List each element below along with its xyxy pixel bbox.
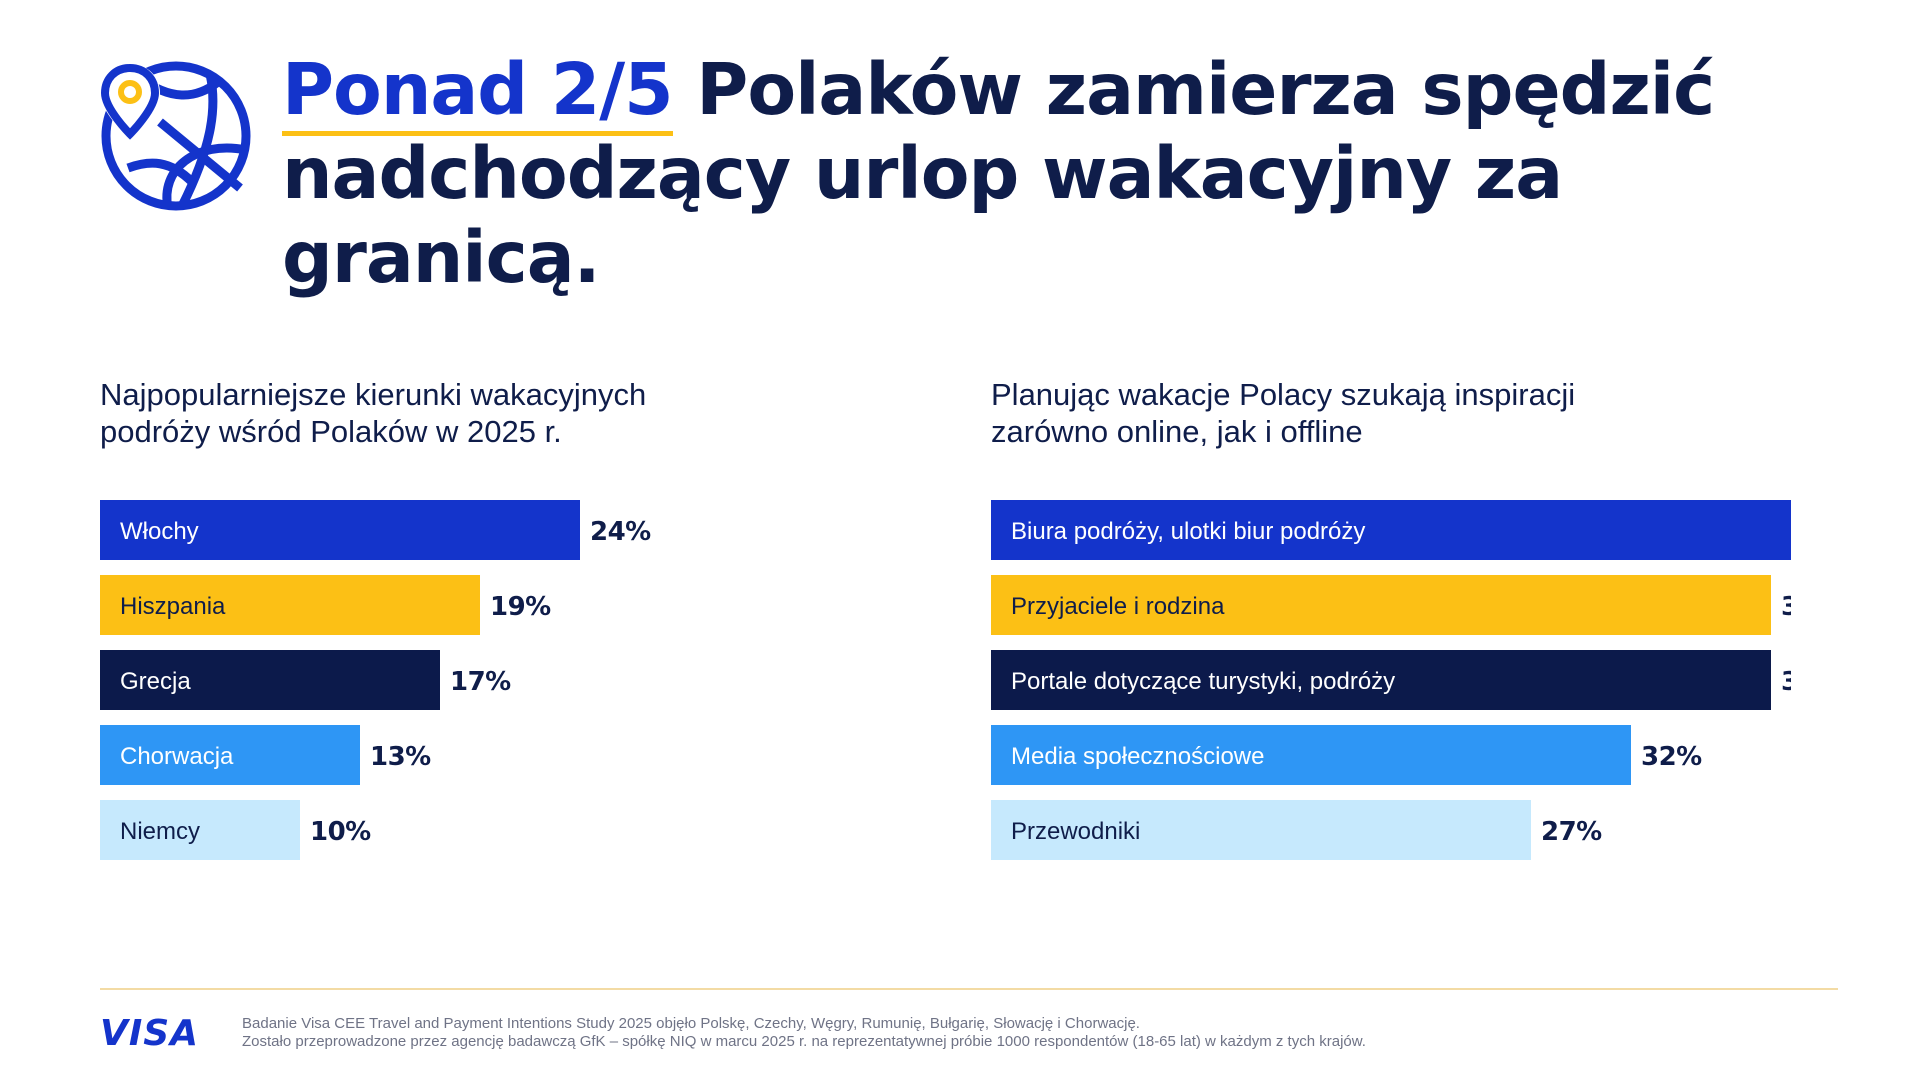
page-title: Ponad 2/5 Polaków zamierza spędzić nadch… xyxy=(282,48,1902,300)
destination-bar xyxy=(100,575,480,635)
inspiration-bar-label: Biura podróży, ulotki biur podróży xyxy=(1011,518,1365,545)
inspiration-bar xyxy=(991,725,1631,785)
inspiration-sources-bar-chart: Biura podróży, ulotki biur podróży41%Prz… xyxy=(991,500,1791,860)
footnote-line1: Badanie Visa CEE Travel and Payment Inte… xyxy=(242,1015,1140,1032)
left-chart-title: Najpopularniejsze kierunki wakacyjnych p… xyxy=(100,376,820,450)
destination-value-label: 19% xyxy=(490,592,551,622)
inspiration-value-label: 39% xyxy=(1781,592,1791,622)
visa-logo: VISA xyxy=(100,1013,200,1054)
right-chart-title: Planując wakacje Polacy szukają inspirac… xyxy=(991,376,1711,450)
left-chart-title-line2: podróży wśród Polaków w 2025 r. xyxy=(100,414,562,449)
destination-bar xyxy=(100,500,580,560)
title-highlight: Ponad 2/5 xyxy=(282,48,674,136)
footnote: Badanie Visa CEE Travel and Payment Inte… xyxy=(242,1015,1802,1051)
left-chart-title-line1: Najpopularniejsze kierunki wakacyjnych xyxy=(100,377,647,412)
destination-bar xyxy=(100,650,440,710)
destination-value-label: 10% xyxy=(310,817,371,847)
destinations-bar-chart: Włochy 24% Hiszpania 19% Grecja 17% Chorwacja 1… xyxy=(100,500,652,860)
destination-value-label: 17% xyxy=(450,667,511,697)
right-chart-title-line1: Planując wakacje Polacy szukają inspirac… xyxy=(991,377,1576,412)
destination-bar-label: Chorwacja xyxy=(120,743,234,770)
inspiration-bar-label: Przewodniki xyxy=(1011,818,1140,845)
inspiration-value-label: 39% xyxy=(1781,667,1791,697)
title-rest: Polaków zamierza spędzić nadchodzący url… xyxy=(282,48,1715,299)
inspiration-bar xyxy=(991,650,1771,710)
inspiration-bar-label: Media społecznościowe xyxy=(1011,743,1264,770)
inspiration-bar-label: Portale dotyczące turystyki, podróży xyxy=(1011,668,1395,695)
destination-bar-label: Hiszpania xyxy=(120,593,226,620)
destination-bar-label: Niemcy xyxy=(120,818,200,845)
destination-value-label: 13% xyxy=(370,742,431,772)
destination-bar xyxy=(100,800,300,860)
inspiration-value-label: 27% xyxy=(1541,817,1602,847)
inspiration-bar xyxy=(991,500,1791,560)
right-chart-title-line2: zarówno online, jak i offline xyxy=(991,414,1363,449)
destination-value-label: 24% xyxy=(590,517,651,547)
inspiration-value-label: 32% xyxy=(1641,742,1702,772)
footer-divider xyxy=(100,988,1838,990)
inspiration-bar xyxy=(991,800,1531,860)
inspiration-bar xyxy=(991,575,1771,635)
destination-bar-label: Włochy xyxy=(120,518,199,545)
globe-location-icon xyxy=(100,61,251,211)
footnote-line2: Zostało przeprowadzone przez agencję bad… xyxy=(242,1033,1366,1050)
inspiration-bar-label: Przyjaciele i rodzina xyxy=(1011,593,1225,620)
destination-bar-label: Grecja xyxy=(120,668,191,695)
destination-bar xyxy=(100,725,360,785)
